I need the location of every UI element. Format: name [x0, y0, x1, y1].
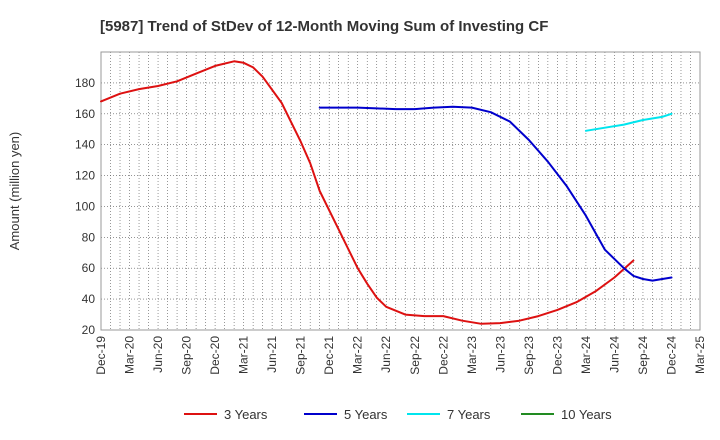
- legend-label: 10 Years: [561, 407, 612, 422]
- x-tick-label: Dec-20: [208, 336, 222, 375]
- x-tick-label: Jun-20: [151, 336, 165, 373]
- grid-layer: [100, 52, 701, 331]
- y-tick-label: 60: [82, 261, 96, 275]
- x-tick-label: Mar-20: [123, 336, 137, 374]
- x-tick-label: Sep-22: [408, 336, 422, 375]
- y-tick-label: 20: [82, 323, 96, 337]
- x-tick-label: Sep-20: [180, 336, 194, 375]
- legend-label: 5 Years: [344, 407, 388, 422]
- series-layer: [100, 60, 673, 325]
- x-tick-label: Mar-25: [693, 336, 707, 374]
- legend-label: 7 Years: [447, 407, 491, 422]
- x-tick-label: Mar-22: [351, 336, 365, 374]
- y-tick-label: 140: [75, 138, 95, 152]
- x-tick-label: Sep-24: [636, 336, 650, 375]
- x-tick-label: Dec-19: [94, 336, 108, 375]
- legend: 3 Years 5 Years 7 Years 10 Years: [184, 407, 612, 422]
- x-tick-label: Jun-24: [607, 336, 621, 373]
- y-tick-label: 120: [75, 169, 95, 183]
- x-axis-ticks: Dec-19 Mar-20 Jun-20 Sep-20 Dec-20 Mar-21 Jun-…: [94, 336, 707, 375]
- series-line: [100, 60, 635, 325]
- y-tick-label: 180: [75, 76, 95, 90]
- x-tick-label: Jun-22: [379, 336, 393, 373]
- y-axis-label: Amount (million yen): [7, 132, 22, 251]
- y-axis-ticks: 20 40 60 80 100 120 140 160 180: [75, 76, 95, 337]
- x-tick-label: Dec-24: [664, 336, 678, 375]
- y-tick-label: 40: [82, 292, 96, 306]
- x-tick-label: Mar-21: [237, 336, 251, 374]
- y-tick-label: 100: [75, 199, 95, 213]
- x-tick-label: Dec-23: [550, 336, 564, 375]
- y-tick-label: 80: [82, 230, 96, 244]
- y-tick-label: 160: [75, 107, 95, 121]
- x-tick-label: Sep-21: [294, 336, 308, 375]
- x-tick-label: Mar-24: [579, 336, 593, 374]
- chart-title: [5987] Trend of StDev of 12-Month Moving…: [100, 18, 548, 35]
- x-tick-label: Jun-21: [265, 336, 279, 373]
- legend-label: 3 Years: [224, 407, 268, 422]
- x-tick-label: Sep-23: [522, 336, 536, 375]
- x-tick-label: Dec-22: [436, 336, 450, 375]
- x-tick-label: Dec-21: [322, 336, 336, 375]
- x-tick-label: Mar-23: [465, 336, 479, 374]
- series-line: [318, 105, 673, 282]
- series-line: [584, 112, 673, 132]
- x-tick-label: Jun-23: [493, 336, 507, 373]
- plot-frame: [100, 51, 701, 331]
